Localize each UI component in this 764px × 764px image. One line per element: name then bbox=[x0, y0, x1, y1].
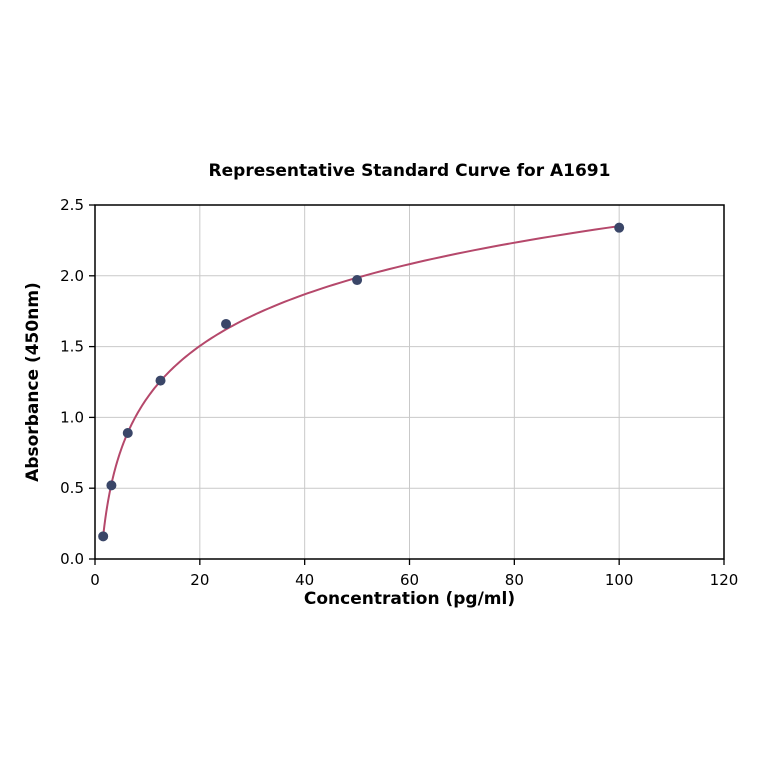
x-tick-label: 60 bbox=[400, 571, 419, 589]
data-point bbox=[106, 480, 117, 491]
y-tick-label: 0.0 bbox=[60, 550, 84, 568]
chart-title: Representative Standard Curve for A1691 bbox=[208, 161, 611, 181]
y-tick-label: 1.0 bbox=[60, 408, 84, 426]
y-tick-label: 1.5 bbox=[60, 338, 84, 356]
axis-tick-marks bbox=[89, 204, 725, 565]
x-tick-label: 100 bbox=[605, 571, 634, 589]
y-tick-label: 2.0 bbox=[60, 267, 84, 285]
data-point bbox=[352, 275, 363, 286]
x-tick-label: 120 bbox=[710, 571, 739, 589]
x-tick-label: 0 bbox=[90, 571, 100, 589]
fit-curve bbox=[102, 225, 620, 537]
y-axis-label: Absorbance (450nm) bbox=[23, 282, 43, 482]
data-point bbox=[221, 318, 232, 329]
x-axis-label: Concentration (pg/ml) bbox=[303, 589, 516, 609]
data-points bbox=[98, 222, 625, 542]
y-tick-label: 0.5 bbox=[60, 479, 84, 497]
plot-border bbox=[94, 204, 725, 560]
data-point bbox=[122, 427, 133, 438]
x-tick-label: 20 bbox=[190, 571, 209, 589]
x-tick-label: 80 bbox=[505, 571, 524, 589]
x-tick-label: 40 bbox=[295, 571, 314, 589]
data-point bbox=[614, 222, 625, 233]
data-point bbox=[98, 531, 109, 542]
axis-tick-labels: 0 20 40 60 80 100 120 0.0 0.5 1.0 1.5 2.0 2.5 bbox=[60, 196, 738, 589]
grid-lines bbox=[94, 204, 725, 560]
y-tick-label: 2.5 bbox=[60, 196, 84, 214]
data-point bbox=[155, 375, 166, 386]
